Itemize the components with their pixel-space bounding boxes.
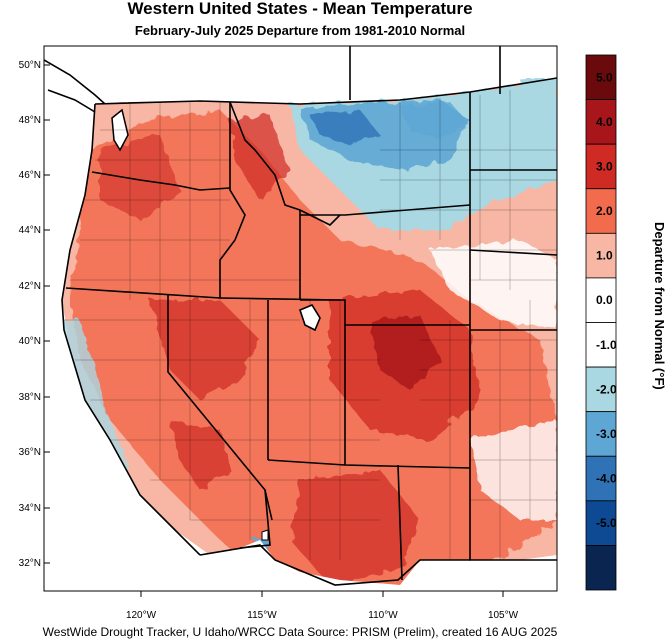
colorbar-swatch [585,99,617,145]
colorbar-label: -1.0 [596,338,617,352]
colorbar-swatch [585,366,617,413]
state-borders [44,46,557,586]
colorbar-swatch [585,277,617,323]
colorbar: 5.0 4.0 3.0 2.0 1.0 0.0 -1.0 -2.0 -3.0 -4.0 -5.0 [585,54,617,591]
lon-tick: 105°W [488,591,519,621]
lat-axis: 50°N 48°N 46°N 44°N 42°N 40°N 38°N 36°N … [19,60,50,569]
colorbar-swatch [585,188,617,234]
legend-title: Departure from Normal (°F) [652,222,667,390]
lat-tick: 34°N [19,503,50,514]
cool-anomaly-patches [62,78,557,555]
canada-land [44,46,557,104]
lat-tick: 50°N [19,60,50,71]
lat-tick: 44°N [19,225,50,236]
colorbar-label: 3.0 [596,159,613,173]
lat-tick-label: 40°N [19,336,41,347]
footer-credit: WestWide Drought Tracker, U Idaho/WRCC D… [42,625,558,639]
colorbar-swatch [585,232,617,279]
lat-tick-label: 34°N [19,503,41,514]
lon-tick-label: 115°W [247,610,277,621]
lon-tick: 110°W [368,591,398,621]
colorbar-label: 4.0 [596,115,613,129]
colorbar-label: -2.0 [596,382,617,396]
colorbar-label: -4.0 [596,472,617,486]
colorbar-label: 1.0 [596,249,613,263]
colorbar-label: 0.0 [596,293,613,307]
colorbar-label: 2.0 [596,204,613,218]
lon-tick-label: 120°W [126,610,157,621]
map-subtitle: February-July 2025 Departure from 1981-2… [134,23,466,38]
lon-tick-label: 110°W [368,610,398,621]
colorbar-swatch [585,455,617,502]
colorbar-label: 5.0 [596,70,613,84]
great-salt-lake [299,303,321,332]
colorbar-swatch [585,54,617,100]
lon-tick: 120°W [126,591,157,621]
lat-tick: 38°N [19,392,50,403]
lat-tick: 48°N [19,115,50,126]
lon-tick: 115°W [247,591,277,621]
colorbar-swatch [585,500,617,546]
salton-sea [261,529,269,541]
colorbar-label: -5.0 [596,516,617,530]
mexico-area [200,540,557,591]
map-layer [44,46,557,591]
colorbar-swatch [585,322,617,368]
colorbar-swatch [585,143,617,190]
lat-tick-label: 48°N [19,115,41,126]
lat-tick-label: 44°N [19,225,41,236]
lat-tick: 42°N [19,281,50,292]
lat-tick-label: 32°N [19,558,41,569]
lat-tick-label: 42°N [19,281,41,292]
lat-tick: 32°N [19,558,50,569]
lat-tick: 36°N [19,447,50,458]
lon-tick-label: 105°W [488,610,519,621]
lon-axis: 120°W 115°W 110°W 105°W [126,591,519,621]
lat-tick-label: 36°N [19,447,41,458]
colorbar-swatch [585,545,617,591]
colorbar-swatch [585,411,617,457]
county-lines [64,90,557,560]
map-border [43,45,558,592]
map-title: Western United States - Mean Temperature [127,0,473,18]
lat-tick: 46°N [19,170,50,181]
lat-tick-label: 38°N [19,392,41,403]
lat-tick: 40°N [19,336,50,347]
lat-tick-label: 50°N [19,60,41,71]
colorbar-label: -3.0 [596,427,617,441]
lat-tick-label: 46°N [19,170,41,181]
